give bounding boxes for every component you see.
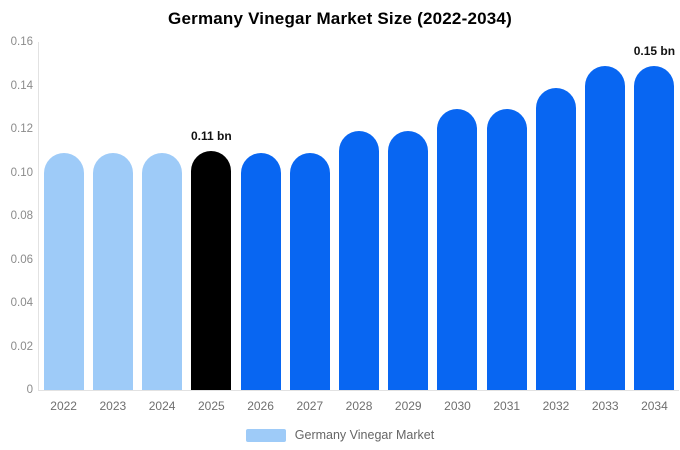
legend-label: Germany Vinegar Market: [294, 428, 435, 442]
bar-slot: 2032: [531, 42, 580, 413]
y-axis-tick-label: 0.04: [10, 297, 33, 309]
x-axis-label: 2029: [394, 399, 422, 413]
y-axis-tick-label: 0.06: [10, 253, 33, 266]
bar-slot: 2022: [39, 42, 88, 413]
bar-2026[interactable]: [240, 153, 281, 390]
x-axis-label: 2024: [148, 399, 176, 413]
x-axis-label: 2031: [493, 399, 521, 413]
bar-2028[interactable]: [339, 131, 380, 390]
bar-slot: 2026: [236, 42, 285, 413]
x-axis-label: 2030: [444, 399, 471, 413]
bar-slot: 2033: [581, 42, 630, 413]
y-axis-tick-label: 0: [26, 384, 33, 396]
x-axis-label: 2022: [50, 399, 77, 413]
x-axis-label: 2026: [247, 399, 274, 413]
bar-value-label: 0.11 bn: [190, 129, 232, 143]
bar-slot: 2029: [384, 42, 433, 413]
x-axis-label: 2032: [542, 399, 570, 413]
y-axis-tick-label: 0.10: [10, 166, 33, 179]
bar-slot: 2023: [88, 42, 137, 413]
x-axis-label: 2033: [591, 399, 619, 413]
x-axis-label: 2034: [641, 399, 668, 413]
bar-slot: 2031: [482, 42, 531, 413]
y-axis-labels: 0 0.02 0.04 0.06 0.08 0.10 0.12 0.14 0.16: [0, 36, 33, 396]
bar-2033[interactable]: [585, 66, 626, 390]
bar-slot: 2028: [334, 42, 383, 413]
y-axis-tick-label: 0.14: [10, 79, 33, 92]
chart-title: Germany Vinegar Market Size (2022-2034): [168, 9, 512, 28]
bar-2029[interactable]: [388, 131, 429, 390]
bar-slot: 2024: [137, 42, 186, 413]
legend-item-germany-vinegar-market[interactable]: Germany Vinegar Market: [0, 427, 680, 443]
bar-2031[interactable]: [486, 109, 527, 390]
y-axis-tick-label: 0.02: [10, 340, 33, 353]
bar-2032[interactable]: [535, 88, 576, 390]
y-axis-tick-label: 0.08: [10, 210, 33, 222]
bar-2022[interactable]: [43, 153, 84, 390]
bar-slot: 0.11 bn 2025: [187, 42, 236, 413]
y-axis-tick-label: 0.12: [10, 123, 33, 135]
bars: 2022 2023 2024 0.11 bn 2025 2026 2027 2028 2029 2…: [39, 42, 679, 413]
bar-2025[interactable]: 0.11 bn: [191, 129, 232, 390]
y-axis-tick-label: 0.16: [10, 36, 33, 48]
legend-swatch: [245, 428, 286, 442]
x-axis-label: 2023: [99, 399, 127, 413]
x-axis-label: 2027: [296, 399, 324, 413]
bar-2024[interactable]: [142, 153, 183, 390]
bar-2034[interactable]: 0.15 bn: [634, 44, 675, 390]
x-axis-label: 2025: [197, 399, 225, 413]
bar-2023[interactable]: [92, 153, 133, 390]
bar-2030[interactable]: [437, 109, 478, 390]
bar-value-label: 0.15 bn: [633, 44, 676, 58]
bar-slot: 2027: [285, 42, 334, 413]
bar-2027[interactable]: [289, 153, 330, 390]
plot-area: 2022 2023 2024 0.11 bn 2025 2026 2027 2028 2029 2…: [38, 42, 679, 413]
bar-slot: 2030: [433, 42, 482, 413]
bar-slot: 0.15 bn 2034: [630, 42, 679, 413]
x-axis-label: 2028: [345, 399, 373, 413]
